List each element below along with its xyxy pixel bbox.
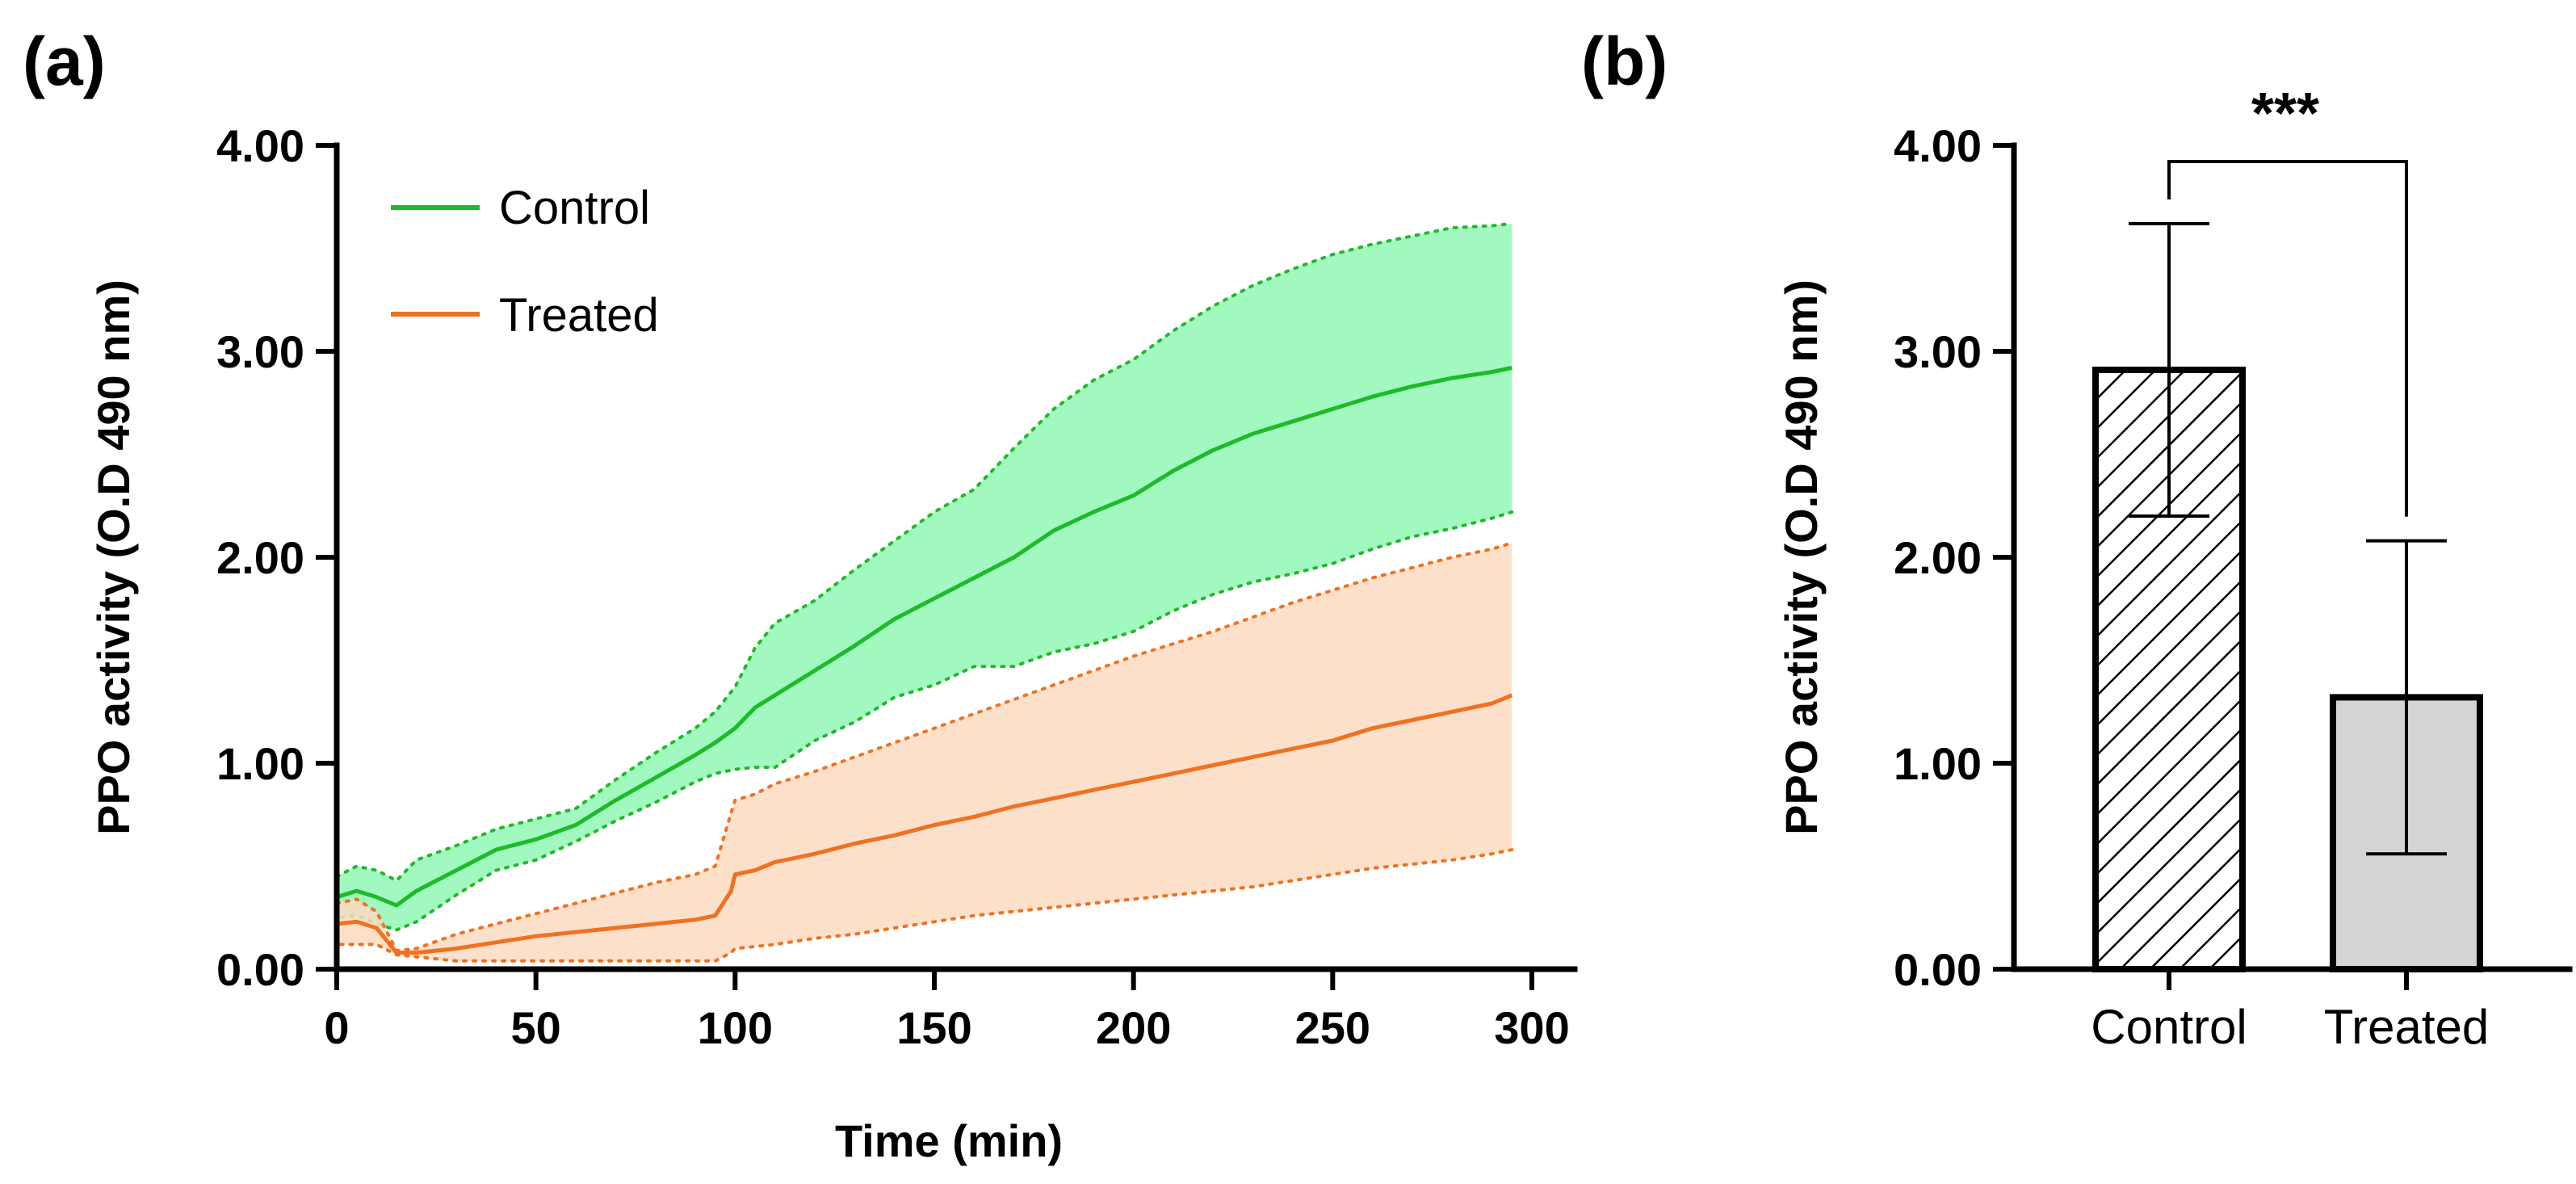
y-tick-label: 3.00 [216, 326, 304, 377]
y-axis-title-b: PPO activity (O.D 490 nm) [1776, 279, 1827, 835]
x-tick-label: 50 [511, 1002, 561, 1053]
band-treated [337, 543, 1512, 961]
x-tick-label: 0 [324, 1002, 349, 1053]
x-tick-label: 200 [1096, 1002, 1171, 1053]
panel-b-ticks: 0.00 1.00 2.00 3.00 4.00 Control Treated [1894, 120, 2489, 1054]
series-lines [336, 365, 1513, 955]
legend-label-treated: Treated [499, 289, 659, 342]
y-tick-label: 0.00 [216, 944, 304, 995]
y-tick-label-b: 3.00 [1894, 326, 1982, 377]
lower-bound-treated [335, 848, 1514, 963]
x-tick-label: 150 [896, 1002, 971, 1053]
significance-bracket: *** [2167, 82, 2408, 517]
y-tick-label-b: 0.00 [1894, 944, 1982, 995]
upper-bound-control [335, 221, 1514, 883]
significance-stars: *** [2251, 82, 2319, 146]
y-tick-label-b: 2.00 [1894, 532, 1982, 583]
mean-line-treated [336, 693, 1513, 955]
legend-label-control: Control [499, 182, 650, 234]
bracket-line [2167, 160, 2408, 517]
x-tick-label: 100 [698, 1002, 773, 1053]
panel-a-label: (a) [23, 23, 106, 99]
panel-b-bar-chart: (b) 0.00 1.00 2.00 3.00 4.00 Control Treated P… [1581, 23, 2573, 1054]
band-control [337, 223, 1512, 930]
bars [2092, 221, 2483, 973]
y-tick-label: 2.00 [216, 532, 304, 583]
y-tick-label-b: 1.00 [1894, 738, 1982, 789]
y-axis-title: PPO activity (O.D 490 nm) [88, 279, 139, 835]
y-tick-label-b: 4.00 [1894, 120, 1982, 171]
mean-line-control [336, 365, 1512, 908]
legend: Control Treated [391, 182, 659, 342]
upper-bound-treated [335, 541, 1514, 953]
x-axis-title: Time (min) [835, 1115, 1063, 1166]
panel-a-ticks: 0.00 1.00 2.00 3.00 4.00 0 50 100 150 200 250 300 [216, 120, 1570, 1053]
x-tick-label: 300 [1494, 1002, 1569, 1053]
panel-b-label: (b) [1581, 23, 1668, 99]
y-tick-label: 1.00 [216, 738, 304, 789]
category-label-control: Control [2091, 1000, 2247, 1054]
confidence-bands [335, 221, 1514, 963]
panel-a-line-chart: (a) 0.00 1.00 2.00 3.00 4.00 0 50 100 150 200 250 3… [23, 23, 1578, 1166]
y-tick-label: 4.00 [216, 120, 304, 171]
lower-bound-control [335, 510, 1514, 932]
x-tick-label: 250 [1295, 1002, 1370, 1053]
category-label-treated: Treated [2324, 1000, 2490, 1054]
